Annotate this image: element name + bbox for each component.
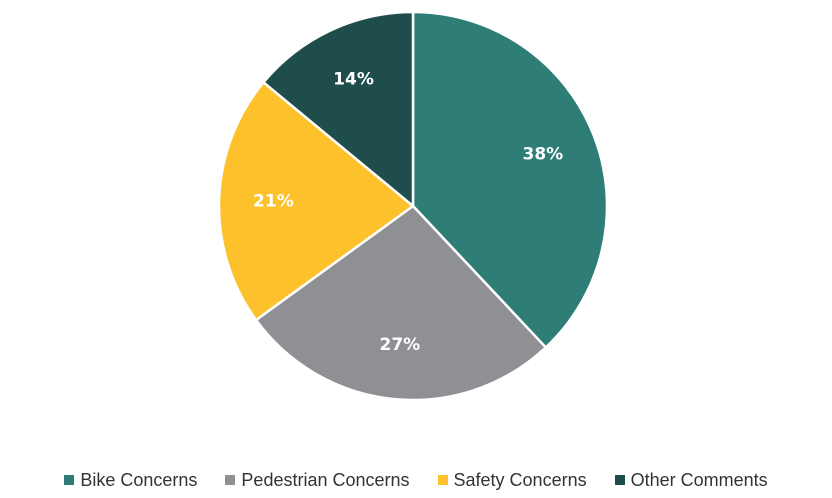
- legend-label-pedestrian-concerns: Pedestrian Concerns: [241, 469, 410, 490]
- pie-slice-other-comments: [262, 10, 415, 208]
- legend-item-pedestrian-concerns: Pedestrian Concerns: [225, 469, 410, 491]
- data-label-bike-concerns: 38%: [523, 145, 564, 165]
- legend-label-other-comments: Other Comments: [630, 469, 768, 490]
- legend-swatch-bike-concerns: [64, 475, 75, 485]
- legend-item-bike-concerns: Bike Concerns: [64, 470, 197, 491]
- pie-slice-pedestrian-concerns: [254, 204, 548, 402]
- data-label-safety-concerns: 21%: [253, 192, 294, 212]
- pie-svg: 38% 27% 21% 14%: [217, 10, 609, 402]
- legend-label-bike-concerns: Bike Concerns: [80, 469, 198, 490]
- data-label-other-comments: 14%: [333, 70, 374, 90]
- chart-legend: Bike Concerns Pedestrian Concerns Safety…: [0, 466, 832, 494]
- legend-swatch-pedestrian-concerns: [225, 475, 236, 485]
- pie-data-labels: 38% 27% 21% 14%: [253, 70, 563, 355]
- data-label-pedestrian-concerns: 27%: [380, 335, 421, 355]
- legend-label-safety-concerns: Safety Concerns: [453, 469, 587, 490]
- pie-slices: [217, 10, 609, 402]
- legend-item-other-comments: Other Comments: [614, 469, 768, 491]
- legend-item-safety-concerns: Safety Concerns: [437, 469, 587, 491]
- pie-slice-bike-concerns: [411, 10, 609, 349]
- legend-swatch-safety-concerns: [437, 475, 448, 485]
- legend-swatch-other-comments: [614, 475, 625, 485]
- pie-slice-safety-concerns: [217, 81, 415, 322]
